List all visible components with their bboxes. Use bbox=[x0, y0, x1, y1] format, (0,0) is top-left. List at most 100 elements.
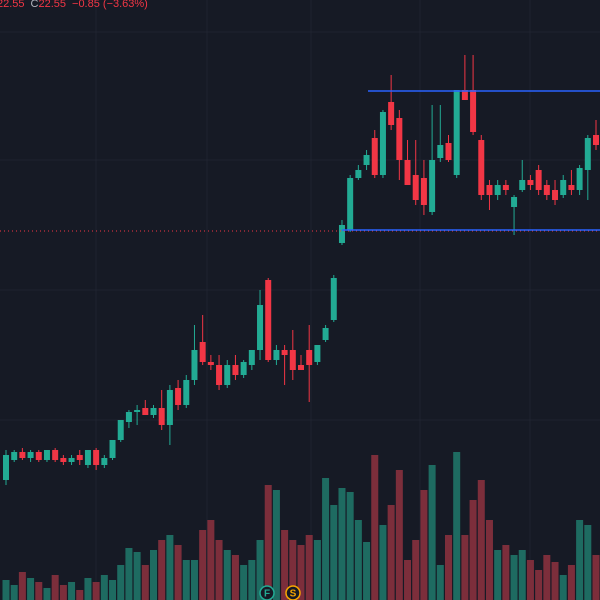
volume-bar bbox=[150, 550, 157, 600]
volume-bar bbox=[297, 545, 305, 600]
volume-bar bbox=[518, 550, 526, 600]
candle-body bbox=[52, 450, 59, 460]
volume-bar bbox=[281, 530, 289, 600]
volume-bar bbox=[207, 520, 215, 600]
volume-bar bbox=[100, 575, 108, 600]
volume-bar bbox=[469, 500, 477, 600]
event-marker[interactable]: S bbox=[285, 585, 301, 600]
event-marker[interactable]: F bbox=[259, 585, 275, 600]
candle-body bbox=[543, 185, 550, 195]
candle-body bbox=[379, 112, 386, 175]
volume-bar bbox=[18, 572, 26, 600]
candle-body bbox=[437, 145, 444, 158]
candle-body bbox=[478, 140, 485, 195]
volume-bar bbox=[363, 542, 371, 600]
legend-label: C bbox=[30, 0, 39, 10]
candle-body bbox=[84, 450, 91, 465]
legend-value: 22.55 bbox=[0, 0, 25, 10]
candle-body bbox=[232, 365, 239, 375]
candle-body bbox=[552, 190, 559, 200]
candle-body bbox=[68, 458, 75, 462]
volume-bar bbox=[256, 540, 264, 600]
volume-bar bbox=[551, 562, 559, 600]
volume-bar bbox=[223, 550, 231, 600]
volume-bar bbox=[461, 535, 469, 600]
candle-body bbox=[298, 365, 304, 370]
volume-bar bbox=[453, 452, 461, 600]
volume-bar bbox=[59, 585, 67, 600]
candle-body bbox=[166, 390, 173, 425]
candle-body bbox=[519, 180, 526, 190]
volume-bar bbox=[272, 490, 280, 600]
candle-body bbox=[216, 365, 223, 385]
volume-bar bbox=[420, 490, 428, 600]
volume-bar bbox=[592, 555, 600, 600]
volume-bar bbox=[477, 480, 485, 600]
volume-bar bbox=[526, 560, 534, 600]
volume-bar bbox=[338, 488, 346, 600]
candle-body bbox=[11, 452, 18, 460]
candle-body bbox=[158, 408, 165, 425]
candle-body bbox=[281, 350, 288, 355]
volume-bar bbox=[559, 575, 567, 600]
volume-bar bbox=[289, 540, 297, 600]
candle-body bbox=[134, 410, 141, 412]
volume-bar bbox=[43, 588, 51, 600]
volume-bar bbox=[543, 555, 551, 600]
candle-body bbox=[289, 350, 296, 370]
volume-bar bbox=[428, 465, 436, 600]
candle-body bbox=[93, 450, 100, 465]
candle-body bbox=[527, 180, 534, 185]
volume-bar bbox=[510, 555, 518, 600]
ohlc-legend: 22.55 C22.55 −0.85 (−3.63%) bbox=[0, 0, 148, 10]
volume-bar bbox=[387, 505, 395, 600]
candle-body bbox=[207, 362, 214, 365]
legend-change: −0.85 (−3.63%) bbox=[72, 0, 148, 10]
volume-bar bbox=[436, 565, 444, 600]
volume-bar bbox=[215, 540, 223, 600]
candle-body bbox=[593, 135, 599, 145]
volume-bar bbox=[10, 585, 18, 600]
candle-body bbox=[265, 280, 272, 360]
candle-body bbox=[584, 138, 591, 170]
volume-bar bbox=[240, 565, 248, 600]
candle-body bbox=[257, 305, 264, 350]
candle-body bbox=[19, 452, 26, 458]
volume-bar bbox=[199, 530, 207, 600]
marker-label: S bbox=[290, 589, 297, 600]
volume-bar bbox=[27, 578, 35, 600]
volume-bar bbox=[166, 535, 174, 600]
candle-body bbox=[445, 143, 452, 160]
candle-body bbox=[494, 185, 501, 195]
candle-body bbox=[199, 342, 206, 362]
candle-body bbox=[338, 225, 345, 243]
volume-bar bbox=[502, 545, 510, 600]
candle-body bbox=[142, 408, 149, 415]
candle-body bbox=[117, 420, 124, 440]
volume-bar bbox=[84, 578, 92, 600]
volume-bar bbox=[68, 582, 76, 600]
candle-body bbox=[470, 90, 477, 132]
candle-body bbox=[191, 350, 198, 380]
candle-body bbox=[322, 328, 329, 340]
candle-body bbox=[175, 388, 182, 405]
volume-bar bbox=[346, 492, 354, 600]
volume-bar bbox=[109, 580, 117, 600]
volume-bar bbox=[371, 455, 379, 600]
volume-bar bbox=[2, 580, 10, 600]
candle-body bbox=[371, 138, 378, 175]
volume-bar bbox=[158, 540, 166, 600]
volume-bar bbox=[174, 545, 182, 600]
volume-bar bbox=[35, 582, 43, 600]
candle-body bbox=[330, 278, 337, 320]
volume-pane bbox=[2, 452, 600, 600]
candle-body bbox=[461, 90, 468, 100]
volume-bar bbox=[567, 565, 575, 600]
volume-bar bbox=[412, 540, 420, 600]
volume-bar bbox=[535, 570, 543, 600]
candle-body bbox=[511, 197, 518, 207]
candle-body bbox=[560, 180, 567, 195]
volume-bar bbox=[264, 485, 272, 600]
marker-circle bbox=[285, 585, 301, 600]
